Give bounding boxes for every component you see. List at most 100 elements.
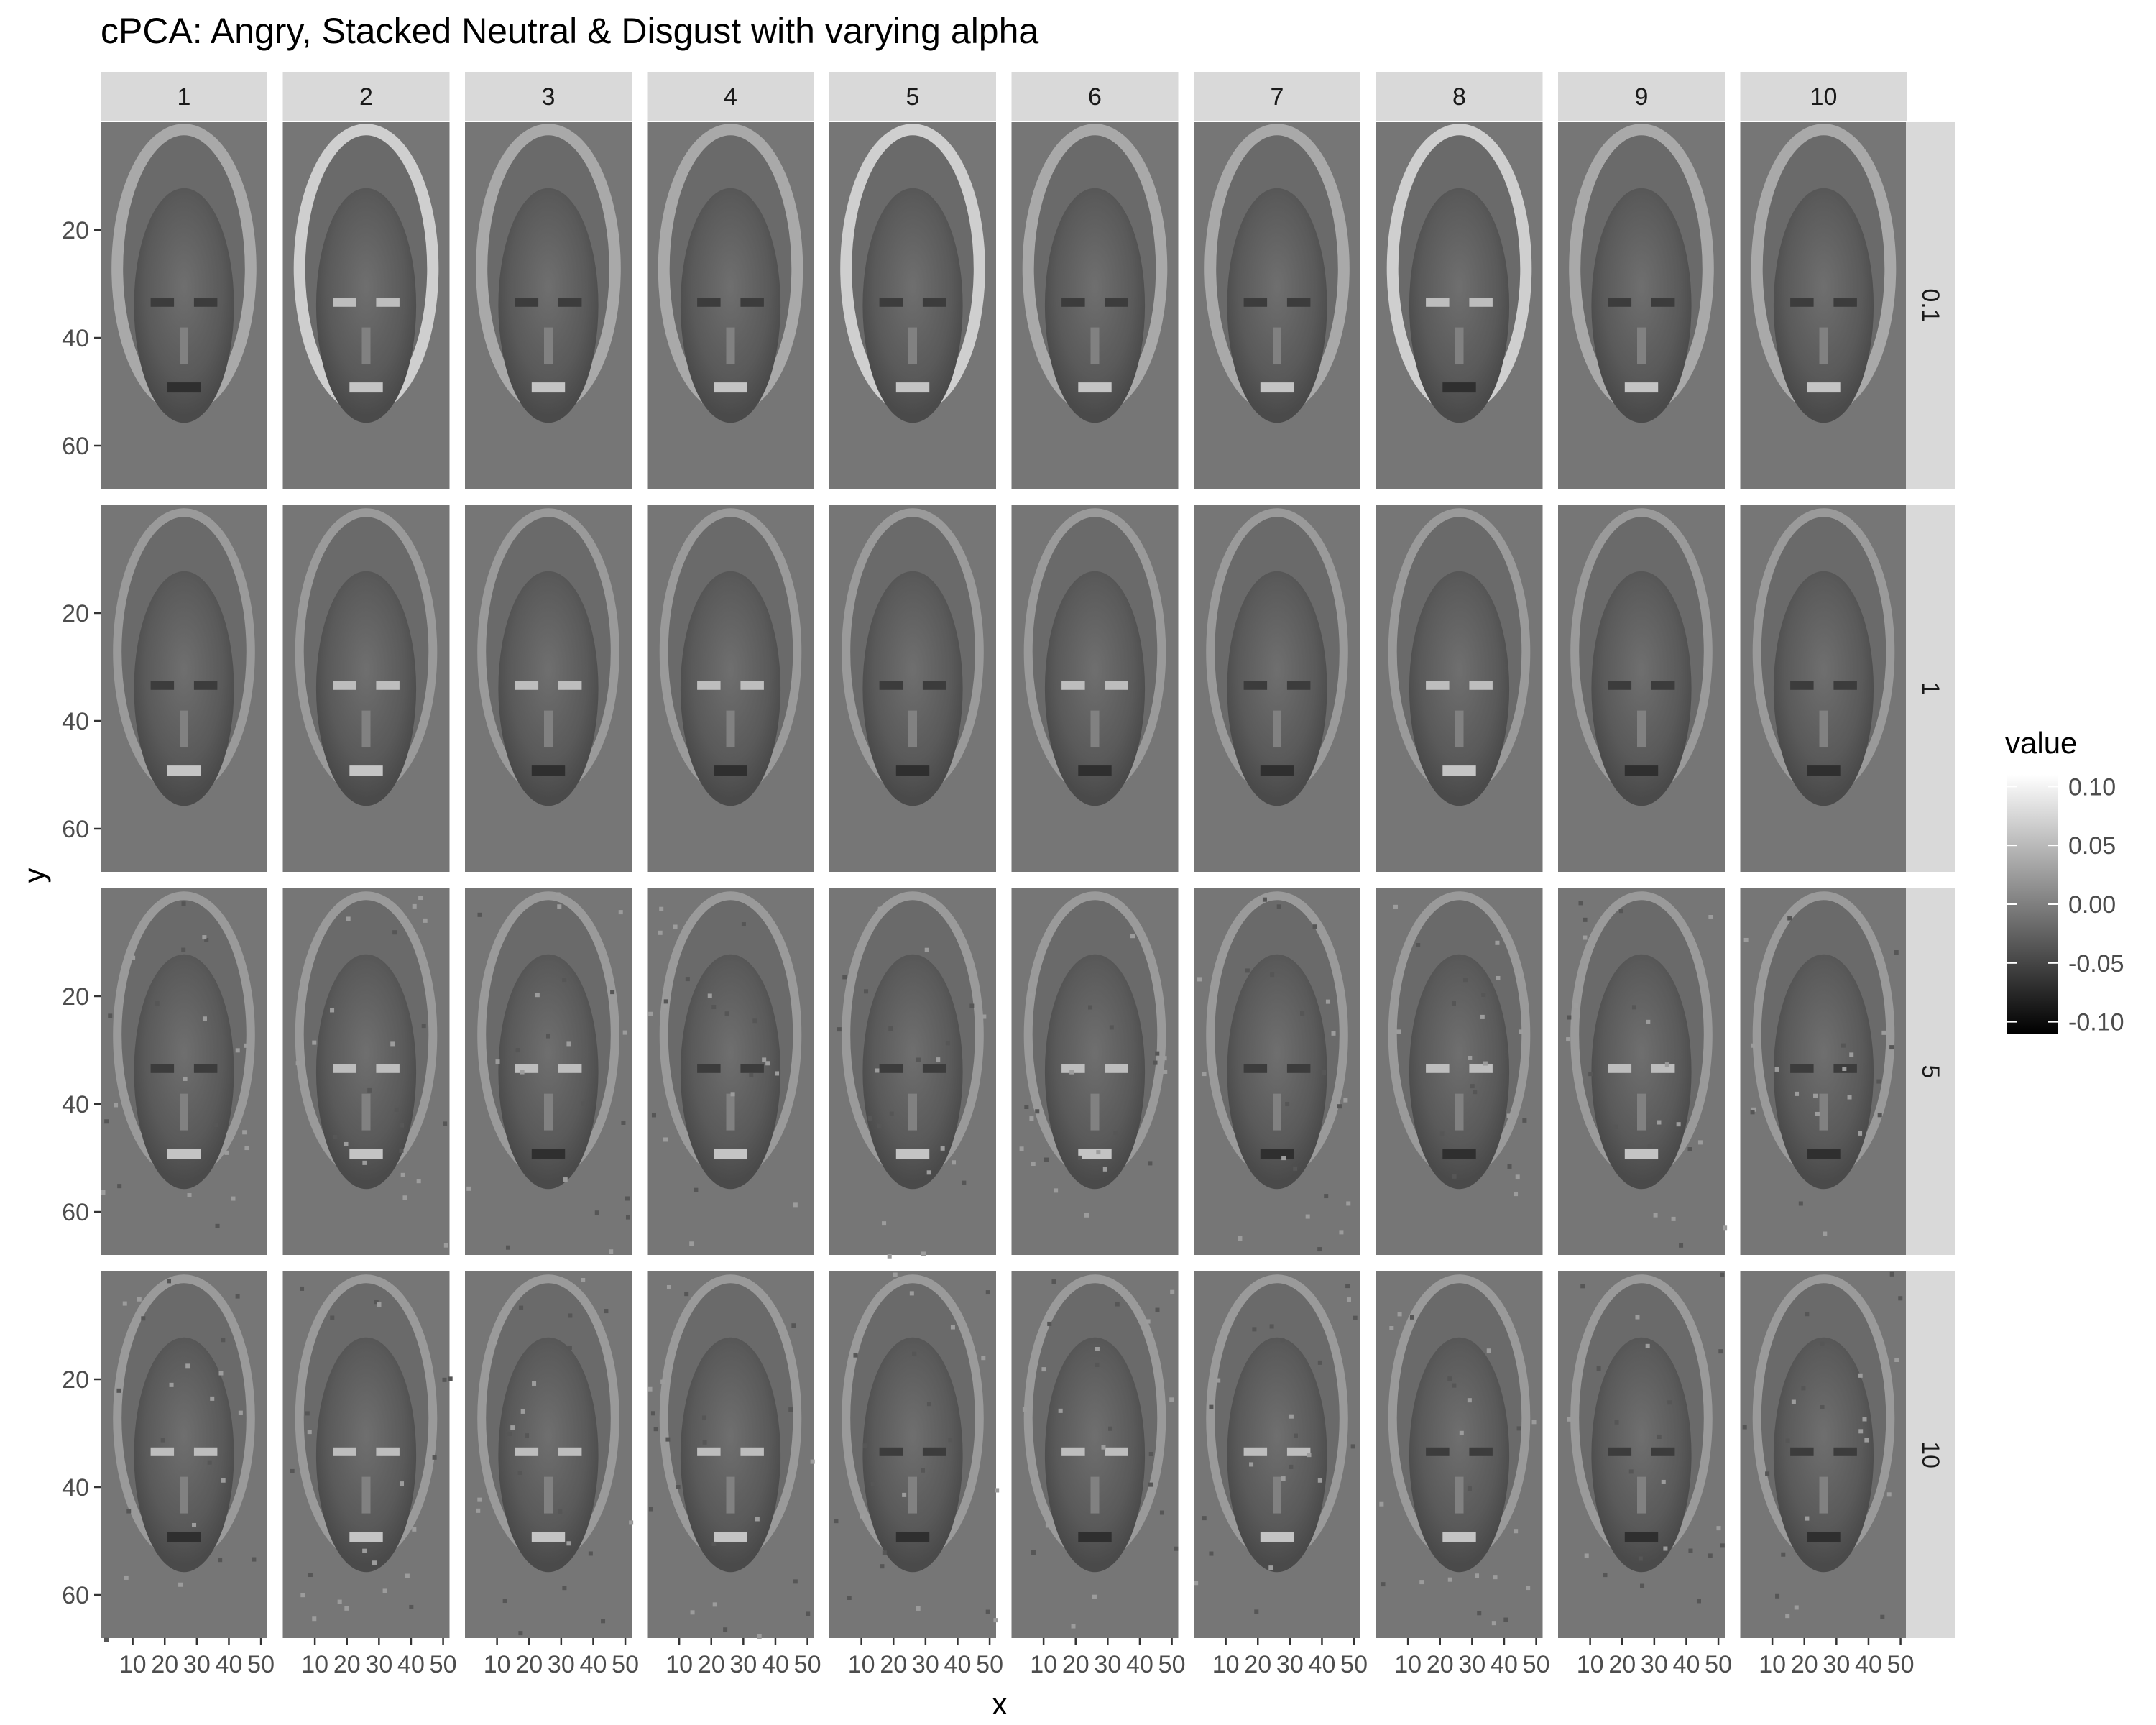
texture-speck (344, 1141, 349, 1146)
texture-speck (666, 1284, 671, 1289)
texture-speck (1029, 1116, 1034, 1121)
texture-speck (588, 1551, 593, 1556)
texture-speck (202, 1016, 207, 1021)
texture-speck (1723, 1225, 1728, 1230)
texture-speck (1676, 1122, 1681, 1127)
x-tick-label: 20 (1062, 1651, 1089, 1678)
facet-panel (1740, 505, 1907, 872)
texture-speck (495, 1059, 500, 1064)
texture-speck (183, 1076, 188, 1081)
texture-speck (621, 1120, 626, 1125)
left-eye (1608, 1064, 1632, 1073)
mouth (349, 1149, 383, 1159)
chart-title: cPCA: Angry, Stacked Neutral & Disgust w… (101, 11, 1038, 51)
texture-speck (421, 1024, 426, 1029)
facet-panel (1011, 1271, 1179, 1638)
texture-speck (1718, 1349, 1723, 1354)
mouth (349, 765, 383, 776)
texture-speck (663, 999, 668, 1004)
left-eye (150, 681, 175, 690)
texture-speck (1516, 973, 1521, 978)
texture-speck (1805, 1312, 1810, 1317)
texture-speck (926, 1170, 931, 1175)
texture-speck (1781, 1552, 1786, 1557)
texture-speck (1346, 1297, 1351, 1302)
texture-speck (122, 1301, 127, 1306)
right-eye (1105, 1447, 1128, 1456)
nose (908, 327, 917, 364)
facet-panel (282, 888, 450, 1255)
texture-speck (711, 1541, 717, 1546)
facet-panel (1558, 122, 1725, 489)
texture-speck (224, 1150, 229, 1155)
face-region (862, 1337, 963, 1573)
texture-speck (566, 1041, 571, 1046)
legend-label: 0.00 (2068, 891, 2116, 919)
texture-speck (1293, 1433, 1298, 1438)
texture-speck (290, 1468, 295, 1473)
left-eye (1790, 681, 1814, 690)
left-eye (1426, 1447, 1450, 1456)
texture-speck (1252, 1327, 1257, 1332)
texture-speck (392, 930, 397, 935)
texture-speck (1095, 1362, 1100, 1367)
texture-speck (685, 977, 690, 982)
right-eye (558, 681, 582, 690)
nose (1819, 327, 1828, 364)
texture-speck (566, 1541, 571, 1546)
facet-panel (1376, 122, 1543, 489)
texture-speck (701, 1415, 706, 1420)
face-region (680, 188, 781, 423)
texture-speck (1381, 1582, 1386, 1587)
column-strip-label: 10 (1810, 83, 1838, 111)
texture-speck (562, 978, 567, 983)
left-eye (1790, 298, 1814, 307)
facet-panel (1376, 888, 1543, 1255)
texture-speck (969, 1003, 975, 1008)
texture-speck (1289, 1414, 1294, 1419)
texture-speck (1419, 1580, 1424, 1585)
face-region (862, 188, 963, 423)
nose (726, 1476, 735, 1514)
x-tick-label: 10 (1212, 1651, 1240, 1678)
texture-speck (192, 1522, 197, 1527)
texture-speck (1317, 1360, 1322, 1365)
texture-speck (1312, 924, 1317, 929)
x-tick-label: 40 (1309, 1651, 1336, 1678)
texture-speck (1898, 1296, 1903, 1301)
texture-speck (882, 1550, 887, 1555)
texture-speck (390, 1041, 395, 1046)
texture-speck (1506, 1113, 1511, 1118)
column-strip-label: 5 (906, 83, 920, 111)
y-tick-label: 20 (62, 600, 89, 627)
texture-speck (1813, 1093, 1818, 1098)
nose (180, 327, 188, 364)
texture-speck (1877, 1113, 1882, 1118)
right-eye (1833, 298, 1857, 307)
texture-speck (1720, 1543, 1725, 1548)
texture-speck (1163, 1069, 1168, 1074)
x-tick-label: 40 (397, 1651, 425, 1678)
face-region (498, 1337, 599, 1573)
y-tick-label: 40 (62, 708, 89, 735)
texture-speck (806, 1611, 811, 1616)
left-eye (1426, 681, 1450, 690)
face-region (1773, 1337, 1874, 1573)
texture-speck (893, 1272, 898, 1277)
texture-speck (330, 1008, 335, 1013)
texture-speck (1858, 1429, 1864, 1434)
texture-speck (423, 918, 428, 923)
texture-speck (1022, 1407, 1027, 1412)
texture-speck (215, 1223, 220, 1228)
facet-panel (465, 122, 632, 489)
texture-speck (185, 1363, 190, 1368)
texture-speck (1696, 1598, 1701, 1604)
texture-speck (601, 1619, 606, 1624)
mouth (1807, 382, 1841, 393)
mouth (1807, 1532, 1841, 1542)
texture-speck (1889, 1271, 1894, 1276)
texture-speck (1174, 1546, 1179, 1551)
column-strip-label: 1 (178, 83, 191, 111)
texture-speck (1058, 1408, 1063, 1413)
texture-speck (1339, 1230, 1344, 1235)
